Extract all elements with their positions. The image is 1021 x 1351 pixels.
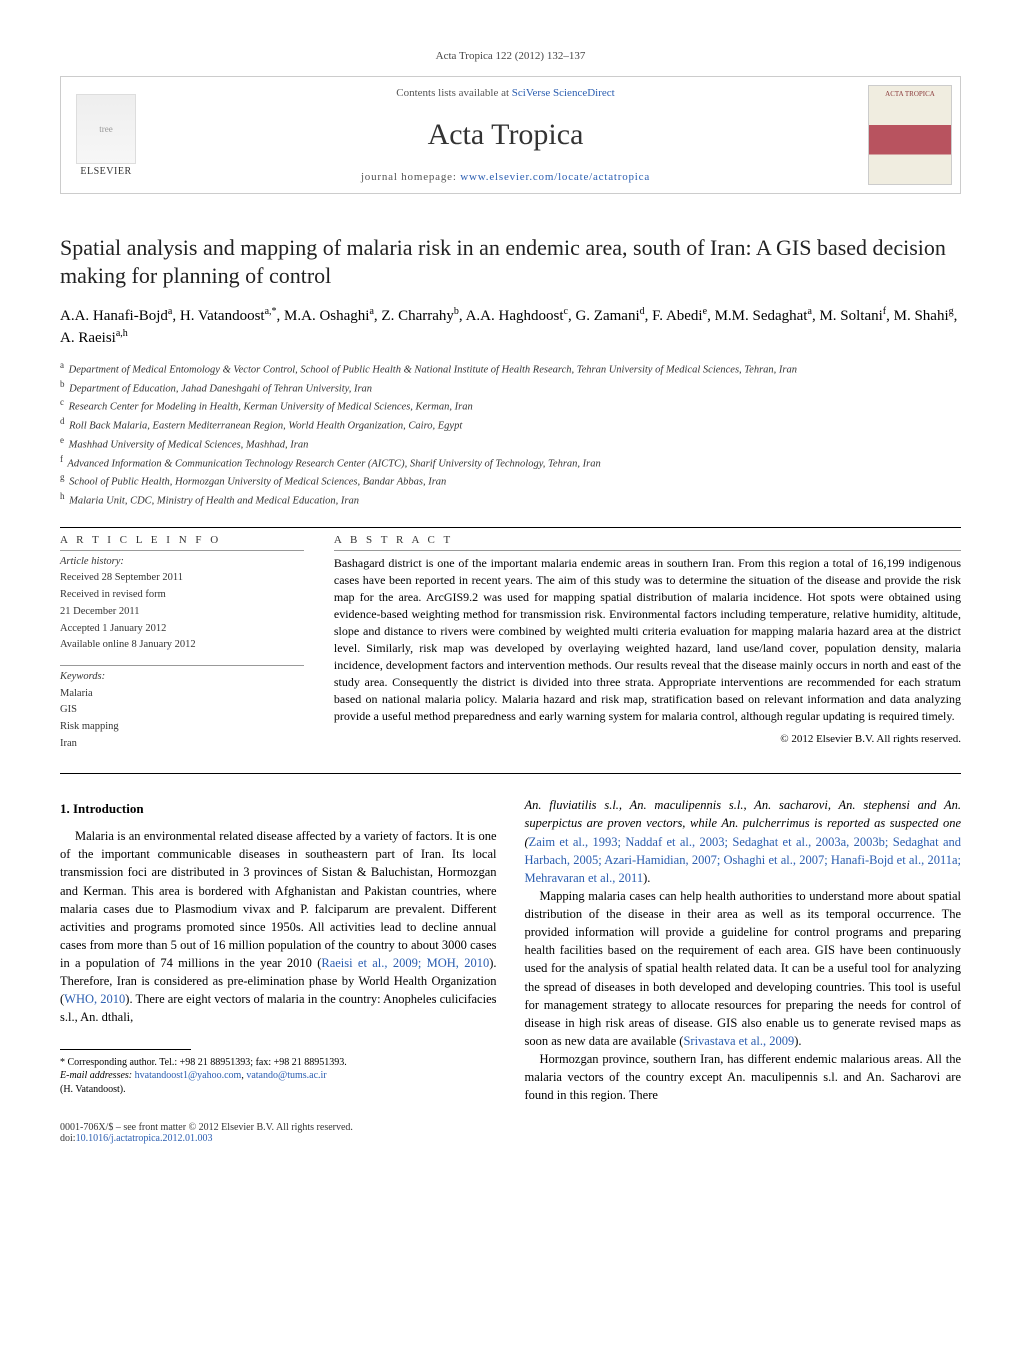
thin-rule: [334, 550, 961, 551]
body-text: Malaria is an environmental related dise…: [60, 829, 497, 970]
info-abstract-row: a r t i c l e i n f o Article history: R…: [60, 534, 961, 754]
body-paragraph: Malaria is an environmental related dise…: [60, 827, 497, 1026]
abstract-text: Bashagard district is one of the importa…: [334, 555, 961, 725]
author: M.M. Sedaghata: [715, 308, 812, 324]
abstract-copyright: © 2012 Elsevier B.V. All rights reserved…: [334, 733, 961, 745]
email-link[interactable]: vatando@tums.ac.ir: [246, 1070, 326, 1081]
doi-line: doi:10.1016/j.actatropica.2012.01.003: [60, 1133, 961, 1144]
author: M. Shahig: [894, 308, 954, 324]
affiliation: b Department of Education, Jahad Daneshg…: [60, 378, 961, 397]
contents-available-line: Contents lists available at SciVerse Sci…: [159, 87, 852, 99]
sciencedirect-link[interactable]: SciVerse ScienceDirect: [512, 87, 615, 99]
article-info-column: a r t i c l e i n f o Article history: R…: [60, 534, 304, 754]
citation-link[interactable]: Zaim et al., 1993; Naddaf et al., 2003; …: [525, 835, 962, 885]
history-line: Accepted 1 January 2012: [60, 622, 304, 637]
affiliation: d Roll Back Malaria, Eastern Mediterrane…: [60, 415, 961, 434]
journal-masthead: tree ELSEVIER Contents lists available a…: [60, 76, 961, 194]
homepage-prefix: journal homepage:: [361, 171, 460, 183]
author: H. Vatandoosta,*: [180, 308, 277, 324]
history-label: Article history:: [60, 555, 304, 570]
affiliation: f Advanced Information & Communication T…: [60, 453, 961, 472]
email-link[interactable]: hvatandoost1@yahoo.com: [135, 1070, 242, 1081]
keyword: Iran: [60, 737, 304, 752]
history-line: 21 December 2011: [60, 605, 304, 620]
doi-link[interactable]: 10.1016/j.actatropica.2012.01.003: [76, 1133, 213, 1144]
abstract-heading: a b s t r a c t: [334, 534, 961, 546]
contents-prefix: Contents lists available at: [396, 87, 511, 99]
journal-cover-thumbnail: ACTA TROPICA: [868, 85, 952, 185]
page-footer: 0001-706X/$ – see front matter © 2012 El…: [60, 1122, 961, 1144]
footnote-separator: [60, 1049, 191, 1050]
citation-link[interactable]: Raeisi et al., 2009; MOH, 2010: [321, 956, 489, 970]
email-line: E-mail addresses: hvatandoost1@yahoo.com…: [60, 1069, 497, 1083]
history-line: Received 28 September 2011: [60, 571, 304, 586]
affiliation: a Department of Medical Entomology & Vec…: [60, 359, 961, 378]
email-owner: (H. Vatandoost).: [60, 1083, 497, 1097]
section-rule: [60, 527, 961, 528]
publisher-name: ELSEVIER: [80, 166, 131, 177]
history-line: Received in revised form: [60, 588, 304, 603]
front-matter-line: 0001-706X/$ – see front matter © 2012 El…: [60, 1122, 961, 1133]
affiliation: c Research Center for Modeling in Health…: [60, 396, 961, 415]
corresponding-author-note: * Corresponding author. Tel.: +98 21 889…: [60, 1056, 497, 1070]
journal-homepage-link[interactable]: www.elsevier.com/locate/actatropica: [460, 171, 650, 183]
body-text: ). There are eight vectors of malaria in…: [60, 992, 497, 1024]
affiliation-list: a Department of Medical Entomology & Vec…: [60, 359, 961, 509]
affiliation: g School of Public Health, Hormozgan Uni…: [60, 471, 961, 490]
intro-heading: 1. Introduction: [60, 800, 497, 819]
history-line: Available online 8 January 2012: [60, 638, 304, 653]
author-list: A.A. Hanafi-Bojda, H. Vatandoosta,*, M.A…: [60, 305, 961, 349]
thin-rule: [60, 665, 304, 666]
keyword: Malaria: [60, 687, 304, 702]
cover-thumb-block: ACTA TROPICA: [860, 77, 960, 193]
author: A.A. Hanafi-Bojda: [60, 308, 172, 324]
email-label: E-mail addresses:: [60, 1070, 135, 1081]
author: M. Soltanif: [819, 308, 886, 324]
citation-link[interactable]: WHO, 2010: [64, 992, 125, 1006]
body-paragraph: Hormozgan province, southern Iran, has d…: [525, 1050, 962, 1104]
author: M.A. Oshaghia: [284, 308, 374, 324]
publisher-block: tree ELSEVIER: [61, 77, 151, 193]
affiliation: h Malaria Unit, CDC, Ministry of Health …: [60, 490, 961, 509]
citation-link[interactable]: Srivastava et al., 2009: [683, 1034, 794, 1048]
body-text: Mapping malaria cases can help health au…: [525, 889, 962, 1048]
section-rule: [60, 773, 961, 774]
keywords-label: Keywords:: [60, 670, 304, 685]
author: G. Zamanid: [575, 308, 644, 324]
elsevier-tree-icon: tree: [76, 94, 136, 164]
article-title: Spatial analysis and mapping of malaria …: [60, 234, 961, 289]
keyword: Risk mapping: [60, 720, 304, 735]
author: A. Raeisia,h: [60, 330, 128, 346]
body-paragraph: Mapping malaria cases can help health au…: [525, 887, 962, 1050]
keyword: GIS: [60, 703, 304, 718]
author: A.A. Haghdoostc: [466, 308, 568, 324]
body-text-columns: 1. Introduction Malaria is an environmen…: [60, 796, 961, 1104]
article-info-heading: a r t i c l e i n f o: [60, 534, 304, 546]
body-text: Hormozgan province, southern Iran, has d…: [525, 1052, 962, 1102]
page-root: Acta Tropica 122 (2012) 132–137 tree ELS…: [0, 0, 1021, 1184]
author: Z. Charrahyb: [381, 308, 458, 324]
author: F. Abedie: [652, 308, 707, 324]
body-text: ).: [794, 1034, 801, 1048]
keywords-block: Keywords: MalariaGIS Risk mapping Iran: [60, 670, 304, 751]
thin-rule: [60, 550, 304, 551]
body-paragraph: An. fluviatilis s.l., An. maculipennis s…: [525, 796, 962, 887]
affiliation: e Mashhad University of Medical Sciences…: [60, 434, 961, 453]
masthead-center: Contents lists available at SciVerse Sci…: [151, 77, 860, 193]
journal-name: Acta Tropica: [159, 118, 852, 152]
running-head: Acta Tropica 122 (2012) 132–137: [60, 50, 961, 62]
journal-homepage-line: journal homepage: www.elsevier.com/locat…: [159, 171, 852, 183]
footnotes-block: * Corresponding author. Tel.: +98 21 889…: [60, 1056, 497, 1097]
abstract-column: a b s t r a c t Bashagard district is on…: [334, 534, 961, 754]
body-text: ).: [643, 871, 650, 885]
doi-label: doi:: [60, 1133, 76, 1144]
article-history-block: Article history: Received 28 September 2…: [60, 555, 304, 653]
